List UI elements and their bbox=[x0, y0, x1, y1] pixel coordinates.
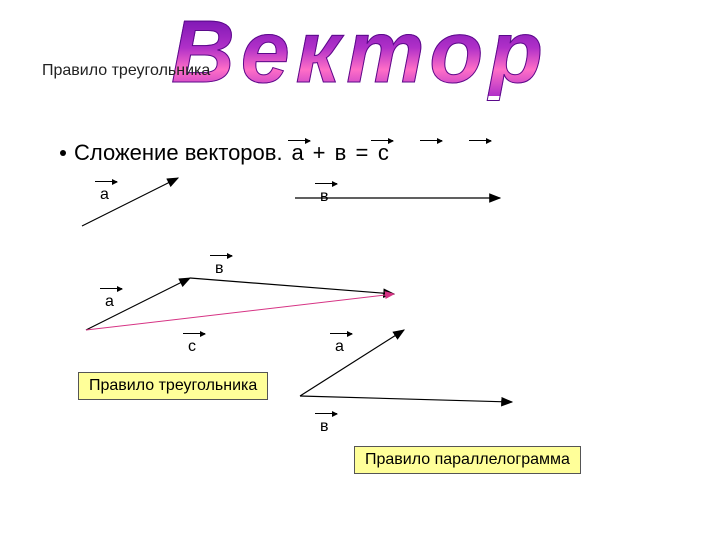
eq-arrow-a-icon bbox=[371, 140, 393, 141]
eq-arrow-b-icon bbox=[420, 140, 442, 141]
vector-para_b bbox=[300, 396, 512, 402]
vector-tri_c bbox=[86, 294, 394, 330]
arrow-over-a-icon bbox=[288, 140, 310, 141]
arrow-a3-icon bbox=[330, 333, 352, 334]
vector-tri_b bbox=[190, 278, 394, 294]
vector-tri_a bbox=[86, 278, 190, 330]
eq-c: с bbox=[378, 140, 389, 165]
badge-parallelogram-rule: Правило параллелограмма bbox=[354, 446, 581, 474]
eq-b: в bbox=[335, 140, 347, 165]
arrow-b1-icon bbox=[315, 183, 337, 184]
vector-para_a bbox=[300, 330, 404, 396]
label-c: с bbox=[188, 338, 196, 356]
label-b1: в bbox=[320, 188, 329, 206]
arrow-a2-icon bbox=[100, 288, 122, 289]
label-a1: а bbox=[100, 186, 109, 204]
equation-line: Сложение векторов. а + в = с bbox=[60, 140, 390, 166]
label-a2: а bbox=[105, 293, 114, 311]
arrow-b3-icon bbox=[315, 413, 337, 414]
label-b3: в bbox=[320, 418, 329, 436]
subtitle-behind: Правило треугольника bbox=[42, 62, 210, 80]
label-a3: а bbox=[335, 338, 344, 356]
eq-plus: + bbox=[313, 140, 326, 166]
label-b2: в bbox=[215, 260, 224, 278]
eq-arrow-c-icon bbox=[469, 140, 491, 141]
vector-a_top bbox=[82, 178, 178, 226]
arrow-c-icon bbox=[183, 333, 205, 334]
equation-prefix: Сложение векторов. bbox=[74, 140, 283, 166]
page-title: Вектор bbox=[171, 8, 549, 96]
eq-a: а bbox=[291, 140, 303, 165]
arrow-b2-icon bbox=[210, 255, 232, 256]
badge-triangle-rule: Правило треугольника bbox=[78, 372, 268, 400]
bullet-icon bbox=[60, 150, 66, 156]
eq-eq: = bbox=[355, 140, 368, 166]
arrow-a1-icon bbox=[95, 181, 117, 182]
